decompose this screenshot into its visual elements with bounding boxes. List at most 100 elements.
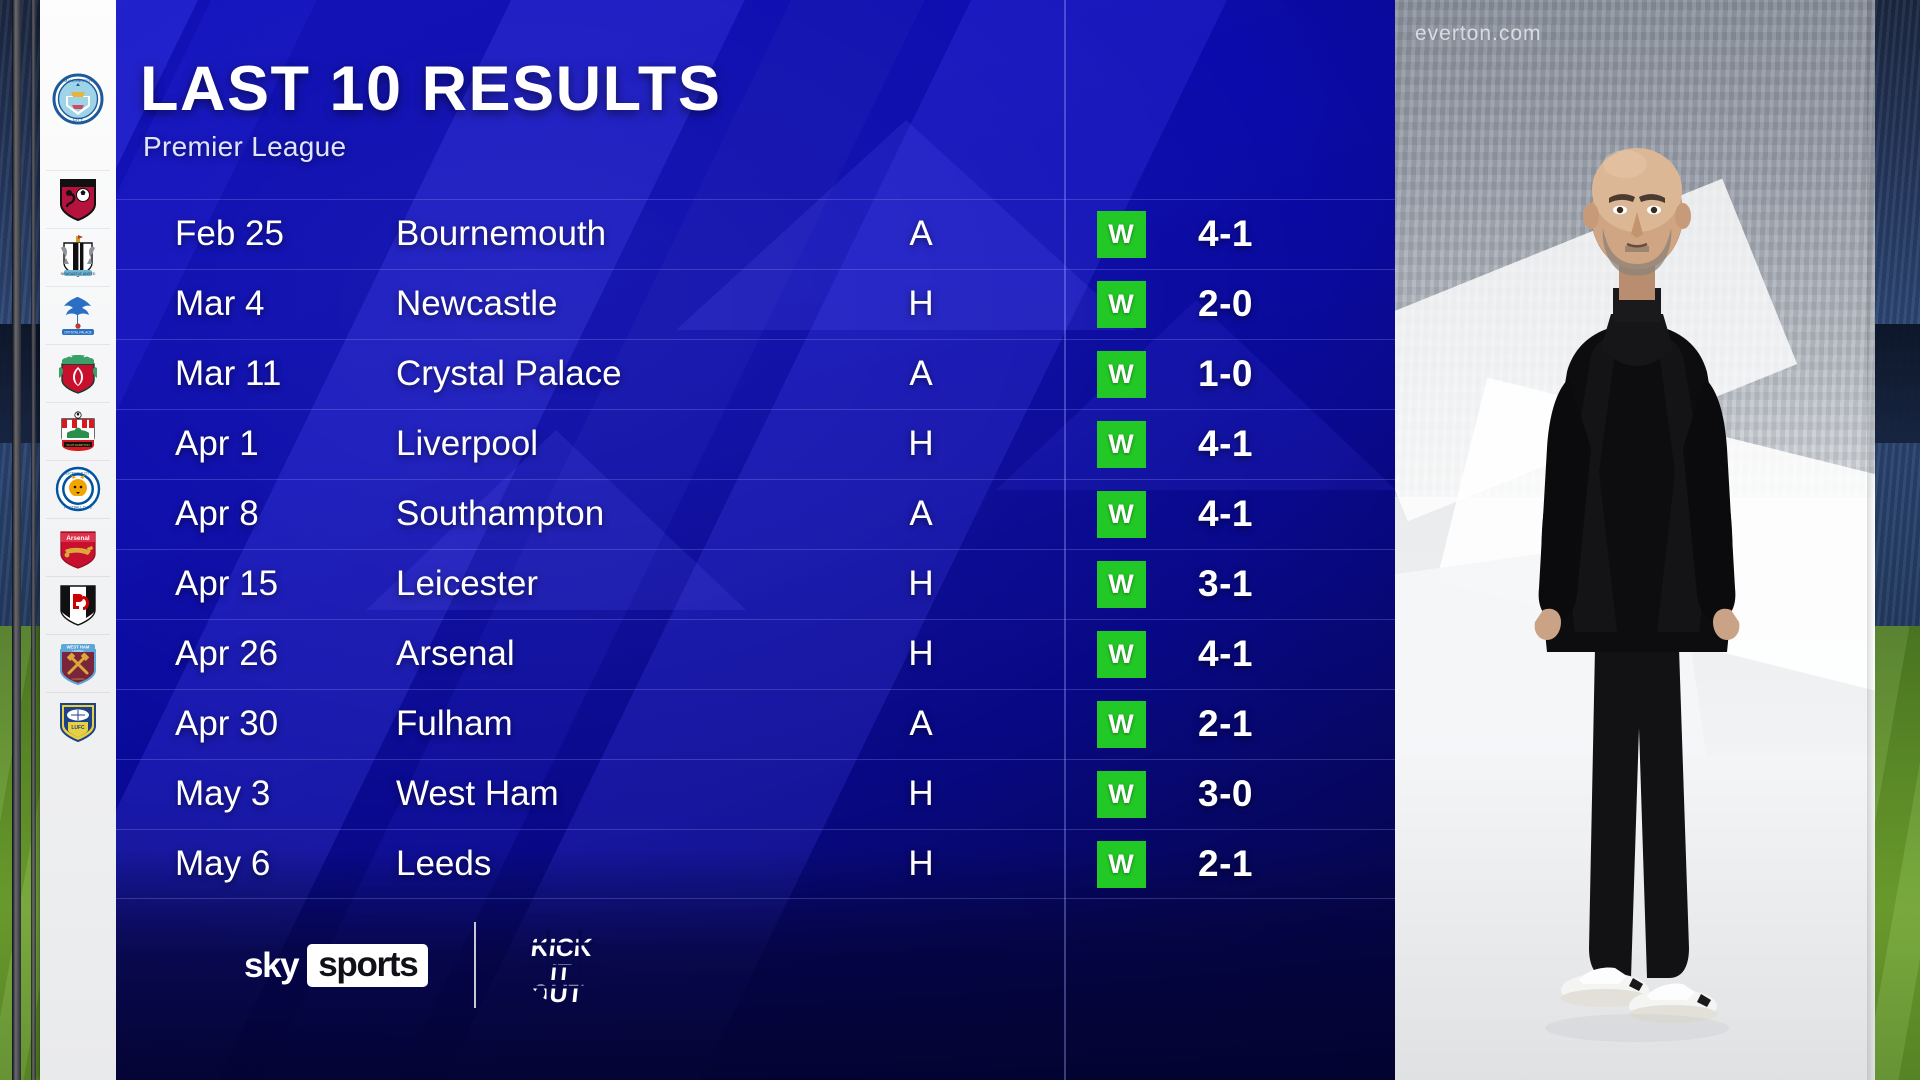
cell-score: 4-1 — [1198, 493, 1253, 534]
rail-crest-leeds: LUFC — [40, 692, 116, 750]
cell-score: 2-1 — [1198, 843, 1253, 884]
page-subtitle: Premier League — [143, 131, 347, 162]
rail-crest-manchester-city: MANCHESTER CITY — [40, 28, 116, 170]
crystal-palace-crest: CRYSTAL PALACE — [54, 293, 102, 337]
manager-figure-pep-guardiola — [1487, 128, 1787, 1058]
cell-date: Mar 4 — [175, 284, 265, 323]
table-row[interactable]: Apr 8 Southampton A W 4-1 — [116, 479, 1395, 549]
cell-score: 3-1 — [1198, 563, 1253, 604]
status-badge: W — [1096, 420, 1146, 468]
cell-result: W — [1066, 630, 1176, 678]
table-row[interactable]: Mar 4 Newcastle H W 2-0 — [116, 269, 1395, 339]
rail-crest-liverpool — [40, 344, 116, 402]
footer-logos: sky sports KICK IT OUT — [136, 922, 606, 1008]
results-table: Feb 25 Bournemouth A W 4-1 Mar 4 Newcastle H W 2-… — [116, 199, 1395, 899]
svg-text:CRYSTAL PALACE: CRYSTAL PALACE — [64, 331, 92, 335]
cell-score: 4-1 — [1198, 423, 1253, 464]
table-row[interactable]: May 6 Leeds H W 2-1 — [116, 829, 1395, 899]
cell-result: W — [1066, 840, 1176, 888]
rail-crest-west-ham: WEST HAM UNITED LONDON — [40, 634, 116, 692]
svg-text:LUFC: LUFC — [71, 725, 85, 731]
cell-date: Apr 26 — [175, 634, 279, 673]
rail-crest-arsenal: Arsenal — [40, 518, 116, 576]
live-stadium-right-sliver — [1875, 0, 1920, 1080]
cell-result: W — [1066, 280, 1176, 328]
cell-score: 3-0 — [1198, 773, 1253, 814]
status-badge: W — [1096, 350, 1146, 398]
svg-text:Arsenal: Arsenal — [66, 535, 90, 542]
svg-text:CITY: CITY — [73, 117, 83, 122]
club-crest-rail: MANCHESTER CITY — [40, 0, 116, 1080]
cell-score: 2-1 — [1198, 703, 1253, 744]
logo-divider — [474, 922, 477, 1008]
svg-text:UNITED: UNITED — [72, 649, 84, 653]
page-title: LAST 10 RESULTS — [140, 54, 722, 124]
cell-result: W — [1066, 420, 1176, 468]
svg-text:NEWCASTLE UNITED: NEWCASTLE UNITED — [61, 272, 96, 276]
cell-result: W — [1066, 700, 1176, 748]
cell-opponent: Leicester — [396, 564, 539, 603]
cell-result: W — [1066, 490, 1176, 538]
rail-crest-crystal-palace: CRYSTAL PALACE — [40, 286, 116, 344]
manchester-city-crest: MANCHESTER CITY — [52, 72, 104, 126]
table-row[interactable]: Apr 15 Leicester H W 3-1 — [116, 549, 1395, 619]
svg-text:FOOTBALL CLUB: FOOTBALL CLUB — [64, 505, 92, 509]
table-row[interactable]: Mar 11 Crystal Palace A W 1-0 — [116, 339, 1395, 409]
west-ham-crest: WEST HAM UNITED LONDON — [56, 640, 100, 686]
cell-venue: H — [908, 774, 934, 813]
rail-crest-leicester: LEICESTER CITY FOOTBALL CLUB — [40, 460, 116, 518]
cell-date: Apr 1 — [175, 424, 259, 463]
sports-wordmark: sports — [318, 944, 418, 984]
cell-opponent: Arsenal — [396, 634, 515, 673]
southampton-crest: SOUTHAMPTON — [55, 409, 101, 453]
column-divider — [1064, 0, 1066, 1080]
photo-edge-shadow — [1867, 0, 1875, 1080]
newcastle-crest: NEWCASTLE UNITED — [55, 234, 101, 280]
table-row[interactable]: Apr 1 Liverpool H W 4-1 — [116, 409, 1395, 479]
table-row[interactable]: Feb 25 Bournemouth A W 4-1 — [116, 199, 1395, 269]
bournemouth-crest — [56, 176, 100, 222]
stadium-post-left — [12, 0, 21, 1080]
rail-crest-bournemouth — [40, 170, 116, 228]
cell-score: 4-1 — [1198, 633, 1253, 674]
fulham-crest — [57, 582, 99, 628]
cell-opponent: Newcastle — [396, 284, 558, 323]
cell-venue: H — [908, 284, 934, 323]
cell-result: W — [1066, 770, 1176, 818]
status-badge: W — [1096, 770, 1146, 818]
manager-photo-panel: everton.com — [1395, 0, 1875, 1080]
cell-result: W — [1066, 560, 1176, 608]
panel-header: LAST 10 RESULTS Premier League — [140, 58, 721, 163]
cell-opponent: West Ham — [396, 774, 559, 813]
sky-wordmark: sky — [244, 945, 300, 985]
leeds-crest: LUFC — [57, 698, 99, 744]
table-row[interactable]: Apr 30 Fulham A W 2-1 — [116, 689, 1395, 759]
svg-text:LEICESTER CITY: LEICESTER CITY — [64, 471, 92, 475]
table-row[interactable]: Apr 26 Arsenal H W 4-1 — [116, 619, 1395, 689]
cell-venue: A — [909, 704, 933, 743]
sky-sports-logo: sky sports — [244, 943, 429, 987]
cell-result: W — [1066, 210, 1176, 258]
table-row[interactable]: May 3 West Ham H W 3-0 — [116, 759, 1395, 829]
cell-result: W — [1066, 350, 1176, 398]
cell-opponent: Bournemouth — [396, 214, 607, 253]
cell-date: May 6 — [175, 844, 271, 883]
cell-venue: A — [909, 214, 933, 253]
svg-text:SOUTHAMPTON: SOUTHAMPTON — [66, 443, 89, 447]
cell-opponent: Liverpool — [396, 424, 539, 463]
rail-crest-newcastle: NEWCASTLE UNITED — [40, 228, 116, 286]
cell-venue: A — [909, 494, 933, 533]
svg-text:KICK: KICK — [530, 934, 594, 962]
cell-opponent: Southampton — [396, 494, 605, 533]
cell-score: 2-0 — [1198, 283, 1253, 324]
stadium-url-text: everton.com — [1415, 22, 1542, 45]
cell-date: Apr 8 — [175, 494, 259, 533]
cell-venue: H — [908, 634, 934, 673]
cell-venue: H — [908, 424, 934, 463]
status-badge: W — [1096, 490, 1146, 538]
stadium-post-right — [31, 0, 36, 1080]
cell-opponent: Crystal Palace — [396, 354, 622, 393]
leicester-crest: LEICESTER CITY FOOTBALL CLUB — [55, 466, 101, 512]
cell-score: 4-1 — [1198, 213, 1253, 254]
